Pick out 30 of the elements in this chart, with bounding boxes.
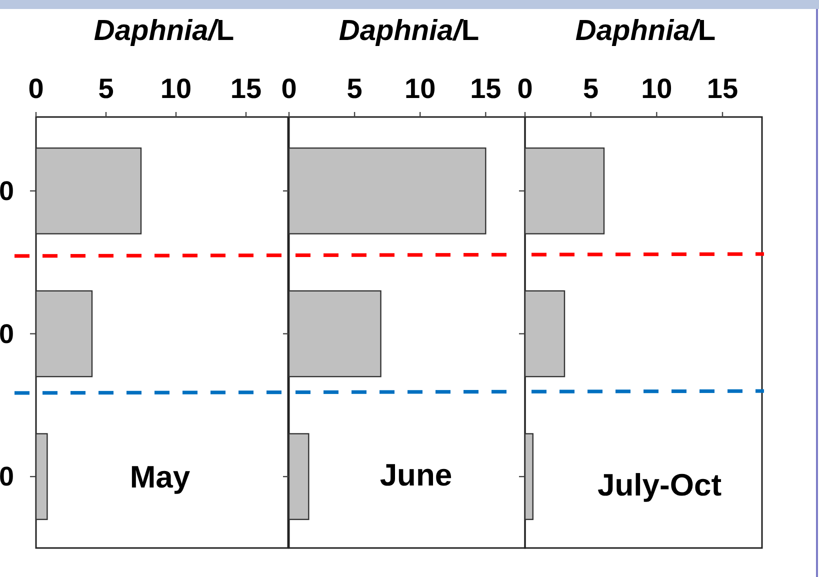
x-tick-label: 5 xyxy=(346,73,362,104)
x-tick-label: 15 xyxy=(706,73,738,104)
bar xyxy=(524,433,534,520)
y-tick-label: 0 xyxy=(0,318,14,349)
annotation: June xyxy=(380,458,452,493)
bar xyxy=(288,290,382,378)
x-tick-label: 10 xyxy=(641,73,672,104)
annotation: May xyxy=(130,460,191,495)
bar xyxy=(524,290,566,378)
x-tick-label: 15 xyxy=(470,73,502,104)
bar xyxy=(35,147,142,234)
x-tick-label: 10 xyxy=(160,73,192,104)
x-tick-label: 10 xyxy=(404,73,436,104)
x-axis-title: Daphnia/L xyxy=(338,15,480,47)
x-tick-label: 5 xyxy=(583,73,599,104)
x-axis-title: Daphnia/L xyxy=(575,15,716,47)
x-tick-label: 15 xyxy=(230,73,262,104)
bar xyxy=(288,147,486,234)
bar xyxy=(524,147,605,234)
y-tick-label: 0 xyxy=(0,176,14,206)
x-tick-label: 0 xyxy=(281,73,297,104)
bar xyxy=(35,290,93,378)
bar xyxy=(35,433,48,520)
x-tick-label: 5 xyxy=(98,73,114,104)
x-tick-label: 0 xyxy=(517,73,533,104)
bar xyxy=(288,433,310,520)
y-tick-label: 0 xyxy=(0,462,14,492)
x-tick-label: 0 xyxy=(28,73,44,104)
annotation: July-Oct xyxy=(597,468,722,503)
x-axis-title: Daphnia/L xyxy=(94,15,234,47)
